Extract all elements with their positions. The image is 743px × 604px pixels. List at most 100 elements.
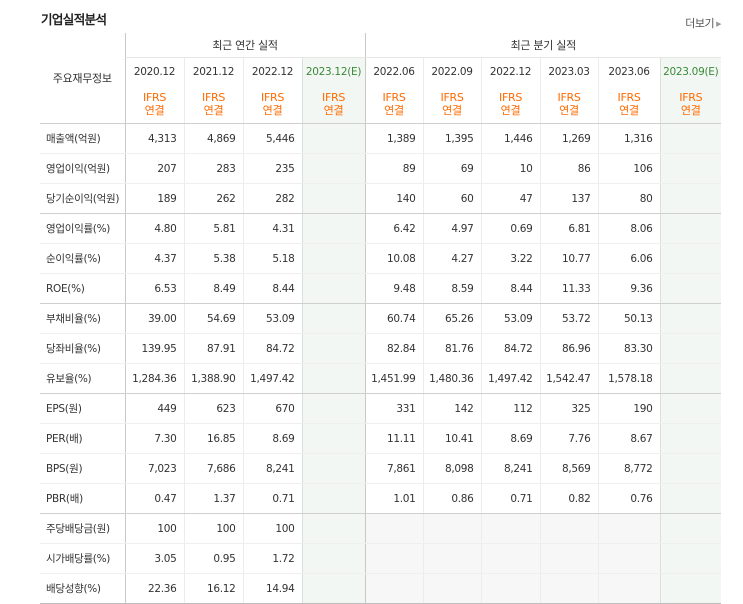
value-cell: 207 [124, 153, 184, 184]
row-header: 주요재무정보 [40, 33, 125, 124]
value-cell: 39.00 [124, 303, 184, 334]
row-label: 영업이익(억원) [40, 153, 125, 184]
value-cell: 6.06 [597, 243, 660, 274]
value-cell: 1,446 [480, 123, 540, 154]
value-cell: 331 [364, 393, 423, 424]
value-cell [422, 543, 481, 574]
value-cell: 3.05 [124, 543, 184, 574]
table-row: 당좌비율(%) 139.95 87.91 84.72 82.84 81.76 84.72 86… [40, 333, 721, 364]
value-cell: 7.76 [539, 423, 598, 454]
value-cell: 10 [480, 153, 540, 184]
estimate-cell [659, 423, 721, 454]
value-cell [597, 543, 660, 574]
value-cell [597, 513, 660, 544]
value-cell: 53.72 [539, 303, 598, 334]
value-cell: 7,861 [364, 453, 423, 484]
estimate-cell [301, 393, 365, 424]
value-cell [480, 513, 540, 544]
value-cell: 5.38 [183, 243, 243, 274]
table-row: BPS(원) 7,023 7,686 8,241 7,861 8,098 8,241 8,56… [40, 453, 721, 484]
value-cell [539, 543, 598, 574]
value-cell: 4,869 [183, 123, 243, 154]
value-cell: 4.27 [422, 243, 481, 274]
value-cell: 190 [597, 393, 660, 424]
row-label: 주당배당금(원) [40, 513, 125, 544]
estimate-cell [301, 483, 365, 514]
period-header: 2022.06 [364, 57, 423, 85]
value-cell: 1,269 [539, 123, 598, 154]
value-cell: 82.84 [364, 333, 423, 364]
value-cell: 16.12 [183, 573, 243, 604]
value-cell: 22.36 [124, 573, 184, 604]
estimate-cell [659, 183, 721, 214]
value-cell: 47 [480, 183, 540, 214]
value-cell: 0.71 [242, 483, 302, 514]
value-cell: 7,023 [124, 453, 184, 484]
estimate-cell [659, 153, 721, 184]
table-row: 영업이익(억원) 207 283 235 89 69 10 86 106 [40, 153, 721, 184]
row-label: PER(배) [40, 423, 125, 454]
estimate-cell [301, 513, 365, 544]
table-row: 매출액(억원) 4,313 4,869 5,446 1,389 1,395 1,446 1,2… [40, 123, 721, 154]
value-cell: 84.72 [480, 333, 540, 364]
value-cell: 1,497.42 [242, 363, 302, 394]
estimate-cell [659, 393, 721, 424]
value-cell [539, 573, 598, 604]
table-row: 유보율(%) 1,284.36 1,388.90 1,497.42 1,451.99 1,… [40, 363, 721, 394]
value-cell: 8.59 [422, 273, 481, 304]
table-row: PER(배) 7.30 16.85 8.69 11.11 10.41 8.69 7.76 8.6… [40, 423, 721, 454]
value-cell: 5.81 [183, 213, 243, 244]
value-cell: 7,686 [183, 453, 243, 484]
value-cell: 65.26 [422, 303, 481, 334]
estimate-cell [659, 573, 721, 604]
value-cell: 0.76 [597, 483, 660, 514]
value-cell: 137 [539, 183, 598, 214]
ifrs-badge: IFRS 연결 [301, 85, 365, 124]
value-cell: 100 [124, 513, 184, 544]
value-cell: 4.31 [242, 213, 302, 244]
estimate-cell [301, 243, 365, 274]
table-row: 순이익률(%) 4.37 5.38 5.18 10.08 4.27 3.22 10.77 6.0… [40, 243, 721, 274]
table-row: EPS(원) 449 623 670 331 142 112 325 190 [40, 393, 721, 424]
value-cell: 9.36 [597, 273, 660, 304]
value-cell: 623 [183, 393, 243, 424]
value-cell: 0.47 [124, 483, 184, 514]
estimate-cell [301, 333, 365, 364]
more-label: 더보기 [685, 17, 715, 30]
value-cell: 1,316 [597, 123, 660, 154]
value-cell: 8,241 [242, 453, 302, 484]
period-row: 2020.12 2021.12 2022.12 2023.12(E) 2022.… [40, 57, 721, 85]
value-cell: 9.48 [364, 273, 423, 304]
value-cell: 100 [183, 513, 243, 544]
row-label: 부채비율(%) [40, 303, 125, 334]
value-cell [539, 513, 598, 544]
estimate-cell [659, 483, 721, 514]
table-row: 시가배당률(%) 3.05 0.95 1.72 [40, 543, 721, 574]
value-cell: 1,395 [422, 123, 481, 154]
value-cell: 235 [242, 153, 302, 184]
value-cell: 0.71 [480, 483, 540, 514]
value-cell: 283 [183, 153, 243, 184]
value-cell: 142 [422, 393, 481, 424]
value-cell: 449 [124, 393, 184, 424]
value-cell: 4.37 [124, 243, 184, 274]
value-cell: 53.09 [242, 303, 302, 334]
value-cell: 54.69 [183, 303, 243, 334]
value-cell: 10.41 [422, 423, 481, 454]
value-cell [364, 513, 423, 544]
value-cell: 86.96 [539, 333, 598, 364]
estimate-cell [301, 213, 365, 244]
table-body: 매출액(억원) 4,313 4,869 5,446 1,389 1,395 1,446 1,2… [40, 123, 721, 604]
more-link[interactable]: 더보기 ▶ [685, 15, 721, 31]
row-label: PBR(배) [40, 483, 125, 514]
table-row: 영업이익률(%) 4.80 5.81 4.31 6.42 4.97 0.69 6.81 8.06 [40, 213, 721, 244]
value-cell: 86 [539, 153, 598, 184]
row-label: 당좌비율(%) [40, 333, 125, 364]
value-cell: 8.44 [480, 273, 540, 304]
value-cell: 8,569 [539, 453, 598, 484]
value-cell: 11.33 [539, 273, 598, 304]
ifrs-badge: IFRS 연결 [242, 85, 302, 124]
value-cell: 80 [597, 183, 660, 214]
value-cell: 1,389 [364, 123, 423, 154]
value-cell: 100 [242, 513, 302, 544]
